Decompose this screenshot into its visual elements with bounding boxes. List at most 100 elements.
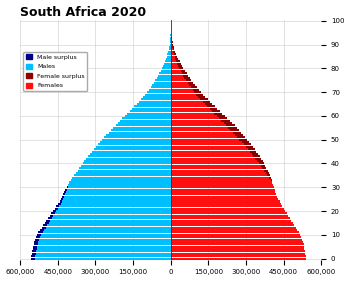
Bar: [96, 146, 171, 148]
Bar: [38, 243, 171, 245]
Bar: [171, 82, 188, 84]
Bar: [269, 177, 271, 179]
Bar: [171, 77, 184, 79]
Bar: [35, 241, 38, 243]
Bar: [171, 184, 273, 186]
Bar: [171, 155, 253, 157]
Bar: [159, 72, 171, 74]
Bar: [203, 101, 210, 103]
Bar: [37, 246, 171, 248]
Bar: [171, 65, 178, 67]
Bar: [90, 153, 171, 155]
Bar: [171, 224, 294, 226]
Bar: [169, 46, 171, 48]
Bar: [171, 248, 304, 250]
Bar: [171, 227, 296, 229]
Bar: [171, 162, 259, 164]
Bar: [171, 243, 304, 245]
Bar: [171, 231, 299, 234]
Bar: [63, 193, 65, 195]
Bar: [42, 231, 171, 234]
Bar: [171, 134, 235, 136]
Bar: [170, 39, 171, 41]
Bar: [122, 117, 171, 119]
Bar: [253, 155, 259, 157]
Bar: [173, 48, 174, 50]
Bar: [171, 44, 172, 46]
Bar: [41, 234, 171, 236]
Bar: [171, 182, 272, 183]
Bar: [255, 158, 261, 160]
Bar: [106, 134, 171, 136]
Bar: [171, 108, 210, 110]
Bar: [170, 37, 171, 38]
Bar: [81, 165, 171, 167]
Bar: [51, 212, 55, 214]
Bar: [171, 229, 298, 231]
Bar: [171, 160, 257, 162]
Bar: [134, 105, 171, 107]
Bar: [94, 148, 171, 150]
Bar: [171, 186, 274, 188]
Bar: [171, 196, 277, 198]
Bar: [165, 60, 171, 62]
Bar: [171, 205, 282, 207]
Bar: [33, 246, 37, 248]
Bar: [78, 170, 171, 172]
Bar: [171, 136, 237, 138]
Bar: [171, 250, 305, 252]
Bar: [36, 236, 40, 238]
Legend: Male surplus, Males, Female surplus, Females: Male surplus, Males, Female surplus, Fem…: [23, 52, 87, 91]
Bar: [62, 201, 171, 203]
Bar: [35, 239, 39, 241]
Bar: [171, 246, 304, 248]
Bar: [111, 129, 171, 131]
Bar: [37, 248, 171, 250]
Bar: [164, 63, 171, 65]
Bar: [130, 110, 171, 112]
Bar: [171, 127, 228, 129]
Bar: [47, 224, 171, 226]
Bar: [125, 115, 171, 117]
Bar: [40, 229, 44, 231]
Bar: [83, 162, 171, 164]
Bar: [171, 60, 176, 62]
Bar: [259, 162, 264, 164]
Bar: [262, 167, 266, 169]
Bar: [171, 70, 181, 72]
Bar: [32, 253, 36, 255]
Bar: [171, 177, 269, 179]
Bar: [171, 255, 306, 257]
Bar: [86, 158, 171, 160]
Bar: [167, 56, 171, 58]
Bar: [45, 222, 49, 224]
Bar: [79, 167, 171, 169]
Bar: [171, 37, 172, 38]
Bar: [116, 124, 171, 126]
Bar: [168, 51, 171, 53]
Bar: [246, 146, 253, 148]
Bar: [171, 167, 262, 169]
Bar: [267, 174, 270, 176]
Bar: [166, 58, 171, 60]
Bar: [250, 151, 257, 153]
Bar: [118, 122, 171, 124]
Bar: [173, 51, 175, 53]
Bar: [34, 243, 38, 245]
Bar: [171, 222, 293, 224]
Bar: [36, 250, 171, 252]
Bar: [84, 160, 171, 162]
Bar: [171, 105, 207, 107]
Bar: [167, 53, 171, 55]
Bar: [171, 257, 306, 260]
Bar: [181, 70, 185, 72]
Bar: [68, 184, 171, 186]
Bar: [38, 241, 171, 243]
Bar: [171, 132, 233, 133]
Bar: [74, 174, 171, 176]
Bar: [198, 96, 205, 98]
Bar: [244, 144, 251, 146]
Bar: [171, 56, 175, 58]
Bar: [171, 115, 217, 117]
Bar: [257, 160, 262, 162]
